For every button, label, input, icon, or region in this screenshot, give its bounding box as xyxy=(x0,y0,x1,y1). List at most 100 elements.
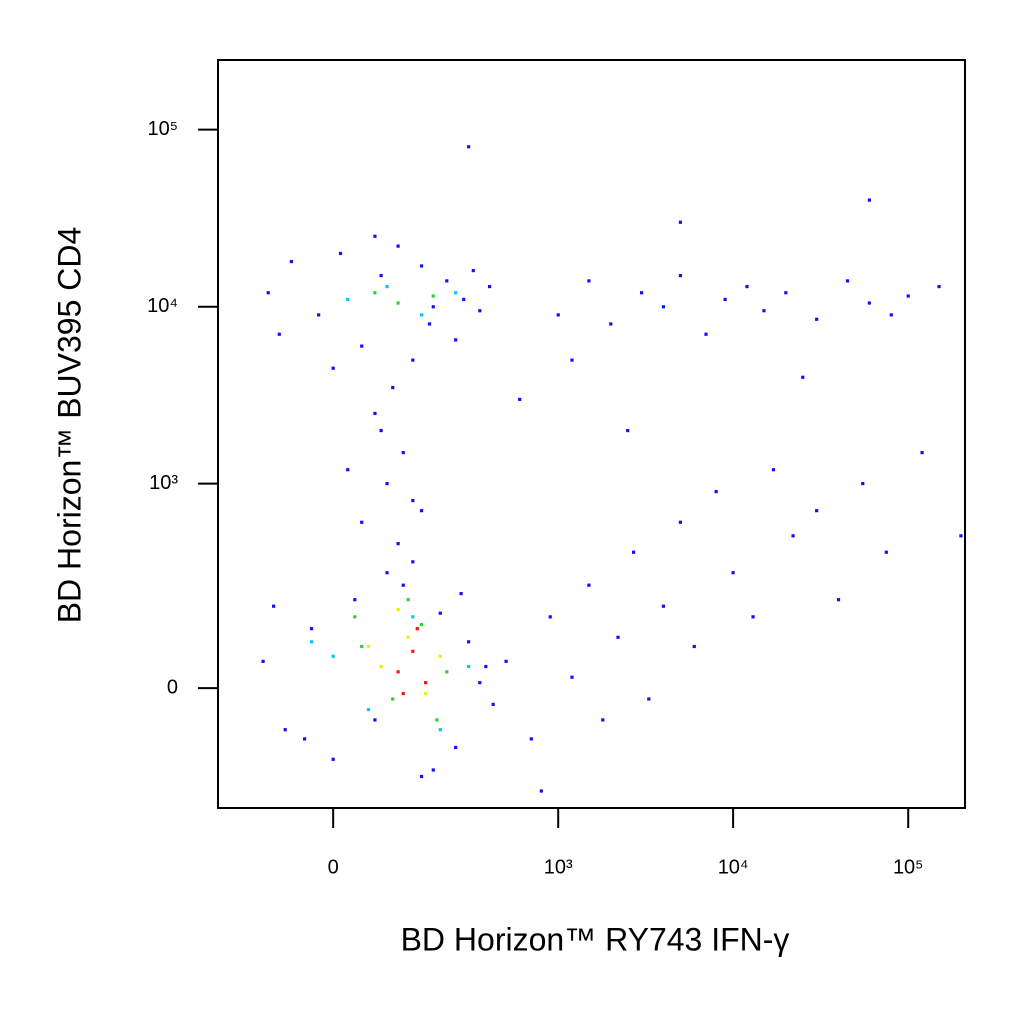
point xyxy=(438,611,442,615)
point xyxy=(385,482,389,486)
point xyxy=(845,279,850,283)
point xyxy=(867,198,871,202)
point xyxy=(459,592,463,596)
point xyxy=(411,358,415,362)
point xyxy=(396,608,400,612)
point xyxy=(427,322,432,326)
point xyxy=(745,284,749,289)
point xyxy=(419,774,424,779)
point xyxy=(373,234,377,238)
point xyxy=(353,615,357,619)
point xyxy=(626,428,630,433)
point xyxy=(587,583,591,587)
point xyxy=(570,675,574,679)
point xyxy=(331,366,335,370)
point xyxy=(289,259,294,264)
point xyxy=(353,598,357,602)
point xyxy=(261,659,265,663)
point xyxy=(396,670,400,674)
point xyxy=(431,305,435,309)
point xyxy=(462,297,466,302)
point xyxy=(385,284,389,289)
point xyxy=(704,332,708,336)
point xyxy=(723,297,727,302)
point xyxy=(431,294,435,298)
point xyxy=(445,670,449,674)
point xyxy=(419,509,424,513)
point xyxy=(647,697,651,701)
point xyxy=(411,498,415,503)
point xyxy=(467,664,471,669)
x-axis-title: BD Horizon™ RY743 IFN-γ xyxy=(401,921,790,957)
point xyxy=(467,145,471,149)
point xyxy=(454,291,458,295)
point xyxy=(401,691,405,696)
point xyxy=(401,451,405,455)
point xyxy=(373,291,377,295)
point xyxy=(616,635,620,639)
point xyxy=(762,309,766,313)
point xyxy=(419,622,424,627)
point xyxy=(815,509,819,513)
point xyxy=(391,697,395,701)
point xyxy=(784,291,788,295)
y-tick-label: 10⁴ xyxy=(147,295,178,317)
point xyxy=(415,627,419,631)
point xyxy=(867,301,871,305)
point xyxy=(346,468,350,472)
point xyxy=(406,635,410,639)
point xyxy=(309,627,314,631)
point xyxy=(678,520,683,524)
point xyxy=(406,598,410,602)
point xyxy=(396,542,400,546)
point xyxy=(445,279,449,283)
point xyxy=(454,745,458,750)
point xyxy=(277,332,281,336)
point xyxy=(518,397,522,402)
point xyxy=(959,534,963,538)
point xyxy=(338,251,343,256)
point xyxy=(836,598,841,602)
point xyxy=(884,550,888,554)
point xyxy=(419,313,424,317)
x-tick-label: 10⁴ xyxy=(718,856,749,878)
point xyxy=(346,297,350,302)
point xyxy=(467,640,471,644)
point xyxy=(471,269,475,273)
point xyxy=(661,305,666,309)
point xyxy=(411,560,415,564)
point xyxy=(487,284,492,289)
point xyxy=(815,317,819,321)
point xyxy=(360,520,364,524)
y-tick-label: 10⁵ xyxy=(147,118,178,140)
point xyxy=(317,313,321,317)
point xyxy=(889,313,893,317)
point xyxy=(366,644,371,649)
plot-frame xyxy=(217,59,966,809)
point xyxy=(401,583,405,587)
point xyxy=(331,757,335,761)
point xyxy=(920,451,924,455)
point xyxy=(438,728,442,732)
point xyxy=(411,615,415,619)
point xyxy=(379,273,383,278)
point xyxy=(435,718,439,722)
point xyxy=(678,220,683,224)
point xyxy=(751,615,755,619)
point xyxy=(478,309,482,313)
point xyxy=(631,550,636,554)
point xyxy=(411,649,415,653)
point xyxy=(391,385,395,390)
point xyxy=(609,322,613,326)
point xyxy=(771,468,776,472)
x-tick-label: 0 xyxy=(328,856,339,878)
point xyxy=(570,358,574,362)
point xyxy=(791,534,795,538)
point xyxy=(556,313,560,317)
y-tick-label: 0 xyxy=(167,676,178,698)
point xyxy=(379,664,383,669)
point xyxy=(431,768,435,772)
point xyxy=(478,681,482,685)
